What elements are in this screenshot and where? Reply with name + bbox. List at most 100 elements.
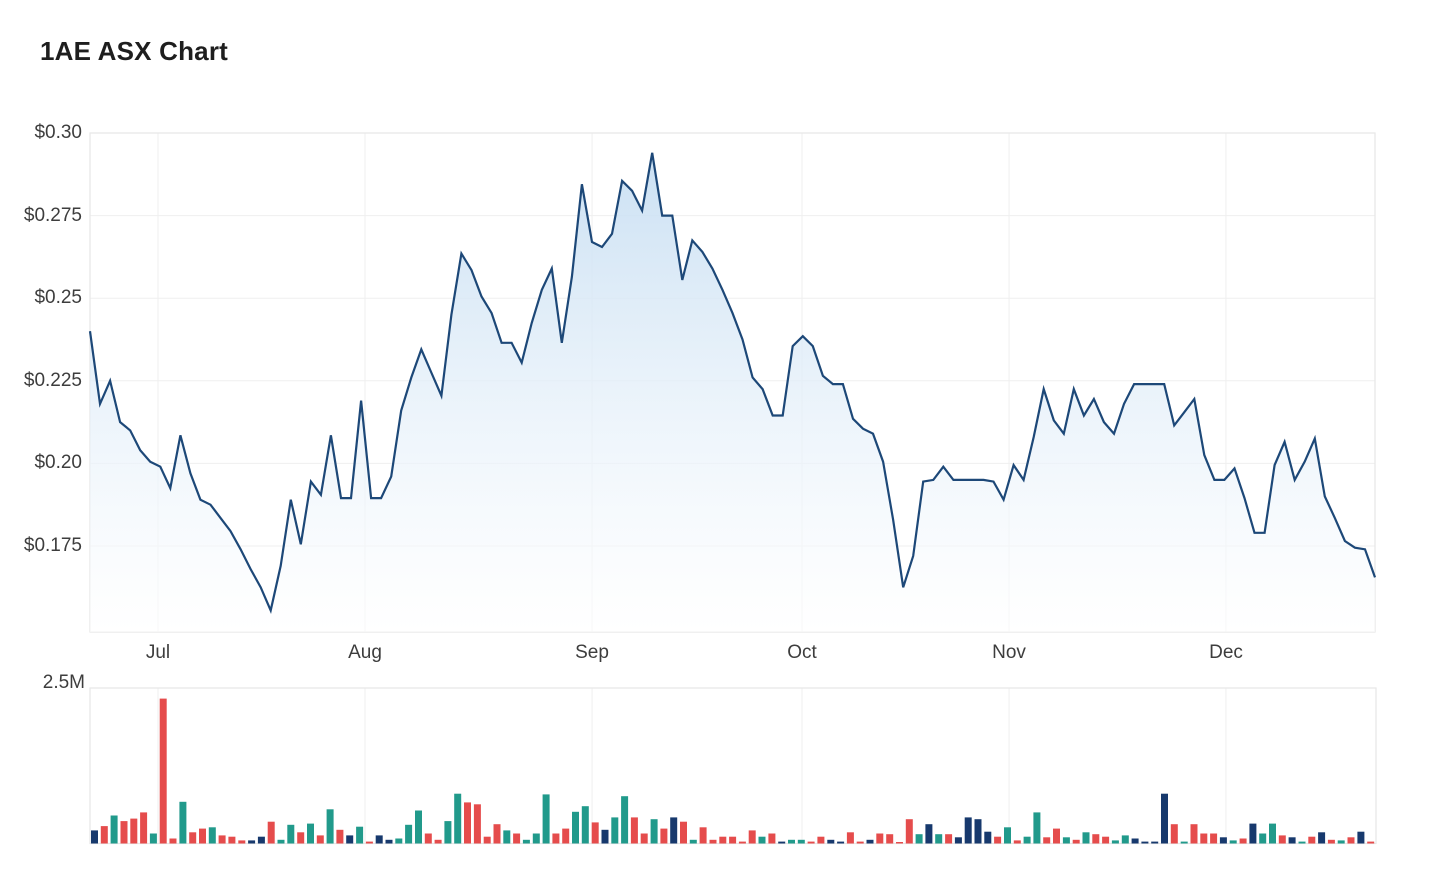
- volume-bar: [307, 823, 314, 844]
- volume-bar: [365, 841, 373, 844]
- volume-bar: [316, 835, 324, 844]
- volume-bar: [267, 821, 275, 844]
- volume-bar: [493, 824, 501, 844]
- volume-bar: [503, 830, 511, 844]
- volume-bar: [738, 841, 746, 844]
- volume-bar: [1170, 824, 1178, 844]
- volume-bar: [954, 837, 962, 844]
- volume-bar: [935, 834, 943, 844]
- volume-bar: [1347, 837, 1355, 844]
- volume-bar: [1121, 835, 1129, 844]
- volume-max-label: 2.5M: [42, 672, 85, 693]
- volume-bar: [454, 793, 462, 844]
- volume-bar: [572, 811, 579, 844]
- volume-bars: [91, 698, 1375, 844]
- volume-bar: [120, 821, 128, 844]
- volume-bar: [1072, 839, 1080, 844]
- y-tick-label: $0.175: [23, 535, 82, 556]
- volume-bar: [110, 815, 118, 844]
- volume-bar: [562, 828, 570, 844]
- volume-bar: [1278, 835, 1286, 844]
- x-tick-label: Sep: [575, 642, 609, 663]
- volume-bar: [896, 842, 903, 844]
- volume-bar: [680, 821, 687, 844]
- volume-bar: [542, 794, 550, 844]
- volume-bar: [621, 796, 629, 844]
- x-tick-label: Aug: [348, 642, 382, 663]
- volume-bar: [1053, 828, 1060, 844]
- volume-bar: [159, 698, 167, 844]
- volume-bar: [915, 834, 923, 844]
- volume-bar: [1092, 834, 1100, 844]
- volume-bar: [905, 819, 913, 844]
- volume-bar: [837, 841, 845, 844]
- volume-bar: [1327, 839, 1335, 844]
- volume-bar: [758, 836, 766, 844]
- y-tick-label: $0.225: [23, 370, 82, 391]
- volume-bar: [817, 836, 825, 844]
- volume-bar: [660, 828, 668, 844]
- volume-bar: [199, 828, 206, 844]
- volume-bar: [395, 838, 403, 844]
- y-tick-label: $0.30: [34, 122, 82, 143]
- volume-bar: [1141, 841, 1149, 844]
- volume-bar: [1210, 833, 1218, 844]
- y-tick-label: $0.275: [23, 205, 82, 226]
- volume-bar: [385, 839, 393, 844]
- volume-bar: [601, 829, 609, 844]
- x-tick-label: Oct: [787, 642, 817, 663]
- volume-panel-border: [89, 687, 1377, 845]
- volume-bar: [650, 819, 658, 844]
- volume-bar: [1004, 827, 1011, 844]
- volume-bar: [1259, 833, 1267, 844]
- volume-bar: [1318, 832, 1326, 844]
- volume-bar: [91, 830, 98, 844]
- volume-bar: [149, 833, 157, 844]
- volume-bar: [945, 834, 953, 844]
- y-tick-label: $0.20: [34, 452, 82, 473]
- volume-bar: [405, 824, 413, 844]
- volume-bar: [140, 812, 148, 844]
- price-line: [88, 152, 1377, 614]
- y-tick-label: $0.25: [34, 287, 82, 308]
- volume-bar: [1190, 824, 1198, 844]
- volume-bar: [974, 819, 982, 844]
- volume-bar: [532, 833, 540, 844]
- volume-bar: [1161, 793, 1168, 844]
- volume-bar: [1111, 840, 1119, 844]
- volume-bar: [189, 832, 197, 844]
- volume-bar: [1229, 840, 1237, 844]
- volume-bar: [169, 838, 177, 844]
- volume-bar: [130, 818, 138, 844]
- volume-bar: [218, 835, 226, 844]
- volume-bar: [1033, 812, 1041, 844]
- volume-bar: [1308, 836, 1316, 844]
- volume-bar: [1357, 831, 1365, 844]
- volume-bar: [591, 822, 599, 844]
- volume-bar: [444, 821, 452, 844]
- volume-bar: [709, 839, 717, 844]
- volume-bar: [1239, 838, 1247, 844]
- volume-bar: [464, 802, 471, 844]
- volume-bar: [1043, 837, 1051, 844]
- volume-bar: [1337, 840, 1345, 844]
- volume-bar: [1367, 841, 1375, 844]
- volume-bar: [1249, 823, 1257, 844]
- x-tick-label: Jul: [145, 642, 171, 663]
- volume-bar: [797, 839, 805, 844]
- volume-bar: [689, 839, 697, 844]
- volume-bar: [719, 836, 727, 844]
- volume-bar: [326, 809, 334, 844]
- volume-bar: [552, 833, 560, 844]
- x-tick-label: Nov: [992, 642, 1026, 663]
- volume-bar: [208, 827, 216, 844]
- volume-bar: [1151, 841, 1159, 844]
- volume-bar: [856, 841, 864, 844]
- volume-bar: [513, 833, 521, 844]
- volume-bar: [1180, 841, 1188, 844]
- price-area-fill: [90, 152, 1375, 633]
- volume-bar: [581, 806, 589, 844]
- volume-bar: [100, 826, 108, 844]
